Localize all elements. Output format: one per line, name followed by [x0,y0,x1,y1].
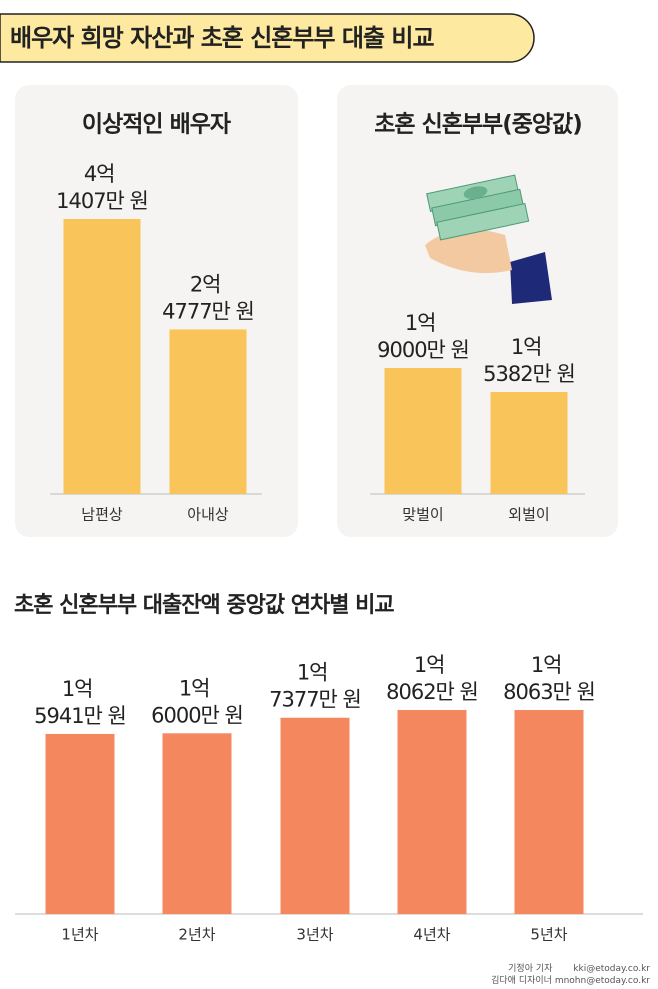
credit: 기정아 기자 kki@etoday.co.kr [508,963,650,974]
panel [337,85,618,537]
category-label: 아내상 [187,506,229,524]
value-label: 1억 8063만 원 [503,653,595,704]
value-label: 4억 1407만 원 [56,162,148,213]
value-label: 1억 6000만 원 [151,676,243,727]
category-label: 3년차 [296,926,333,944]
category-label: 2년차 [178,926,215,944]
chart-title: 이상적인 배우자 [82,112,231,138]
category-label: 1년차 [61,926,98,944]
value-label: 1억 7377만 원 [269,661,361,712]
title-banner [0,13,535,63]
value-label: 1억 8062만 원 [386,653,478,704]
value-label: 1억 5382만 원 [483,335,575,386]
page-title: 배우자 희망 자산과 초혼 신혼부부 대출 비교 [10,24,434,52]
category-label: 4년차 [413,926,450,944]
panel [15,85,298,537]
chart-title: 초혼 신혼부부 대출잔액 중앙값 연차별 비교 [14,593,394,618]
bar [169,329,247,494]
category-label: 남편상 [81,506,123,524]
category-label: 5년차 [530,926,567,944]
chart-title: 초혼 신혼부부(중앙값) [374,112,581,138]
credit: 김다애 디자이너 mnohn@etoday.co.kr [491,974,650,986]
bar [63,219,141,494]
bar [280,717,350,914]
bar [490,391,568,494]
money-hand-illustration [425,174,552,304]
value-label: 2억 4777만 원 [162,272,254,323]
bar [45,733,115,914]
value-label: 1억 9000만 원 [377,311,469,362]
category-label: 외벌이 [508,506,549,524]
bar [514,710,584,914]
bar [162,733,232,914]
category-label: 맞벌이 [402,506,443,524]
bar [384,368,462,494]
value-label: 1억 5941만 원 [34,677,126,728]
bar [397,710,467,914]
